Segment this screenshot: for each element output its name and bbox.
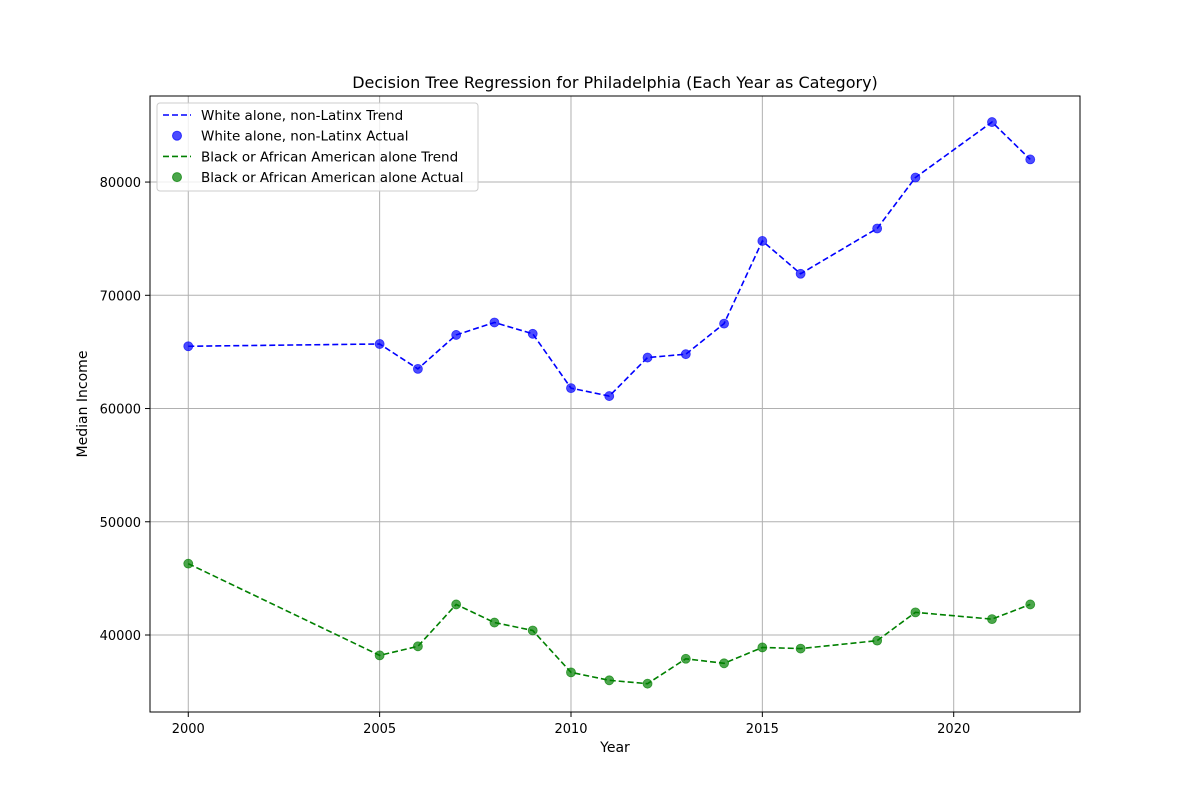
- x-tick-label: 2000: [172, 722, 205, 737]
- legend-marker-swatch: [172, 130, 182, 141]
- actual-point: [987, 117, 997, 127]
- y-tick-label: 70000: [100, 289, 141, 304]
- actual-point: [987, 614, 997, 625]
- actual-point: [757, 642, 768, 653]
- actual-point: [642, 678, 653, 689]
- actual-point: [719, 318, 729, 329]
- y-tick-label: 40000: [100, 629, 141, 644]
- actual-point: [604, 391, 615, 401]
- x-tick-label: 2010: [554, 722, 587, 737]
- actual-point: [374, 650, 385, 661]
- actual-point: [413, 641, 423, 652]
- y-tick-label: 60000: [100, 403, 141, 418]
- actual-point: [795, 268, 806, 279]
- actual-point: [413, 363, 423, 374]
- actual-point: [489, 617, 500, 628]
- actual-point: [872, 635, 883, 646]
- chart-title: Decision Tree Regression for Philadelphi…: [352, 73, 878, 92]
- grid: [150, 96, 1080, 712]
- actual-point: [566, 667, 576, 678]
- x-tick-label: 2020: [937, 722, 970, 737]
- y-tick-label: 50000: [100, 516, 141, 531]
- actual-point: [451, 330, 462, 340]
- trend-line: [188, 121, 1031, 397]
- x-axis-label: Year: [599, 740, 630, 756]
- legend: White alone, non-Latinx Trend White alone…: [156, 102, 479, 192]
- actual-point: [1025, 599, 1036, 610]
- x-tick-label: 2015: [746, 722, 779, 737]
- y-axis-label: Median Income: [75, 351, 91, 458]
- actual-point: [183, 341, 194, 352]
- actual-point: [527, 625, 538, 636]
- actual-point: [872, 223, 883, 234]
- x-tick-label: 2005: [363, 722, 396, 737]
- actual-point: [910, 607, 921, 618]
- actual-point: [795, 643, 806, 654]
- legend-marker-swatch: [172, 172, 182, 183]
- legend-label: White alone, non-Latinx Actual: [201, 129, 408, 145]
- plot-frame: [149, 95, 1081, 713]
- actual-point: [680, 349, 691, 360]
- actual-point: [489, 317, 500, 328]
- actual-point: [680, 653, 691, 664]
- actual-point: [451, 599, 462, 610]
- legend-box: [156, 102, 479, 192]
- actual-point: [183, 558, 194, 569]
- actual-point: [642, 352, 653, 363]
- legend-label: Black or African American alone Trend: [201, 149, 458, 165]
- actual-point: [910, 172, 921, 183]
- actual-point: [757, 236, 768, 246]
- legend-label: White alone, non-Latinx Trend: [201, 108, 403, 124]
- y-tick-label: 80000: [100, 176, 141, 191]
- actual-point: [527, 328, 538, 339]
- plot-series: [183, 117, 1036, 689]
- actual-point: [604, 675, 615, 686]
- actual-point: [719, 658, 729, 669]
- actual-point: [374, 339, 385, 349]
- axis-ticks: 2000 2005 2010 2015 2020 40000 50000 60000 70000…: [100, 176, 971, 737]
- legend-label: Black or African American alone Actual: [201, 170, 464, 186]
- actual-point: [1025, 154, 1036, 165]
- actual-point: [566, 383, 576, 394]
